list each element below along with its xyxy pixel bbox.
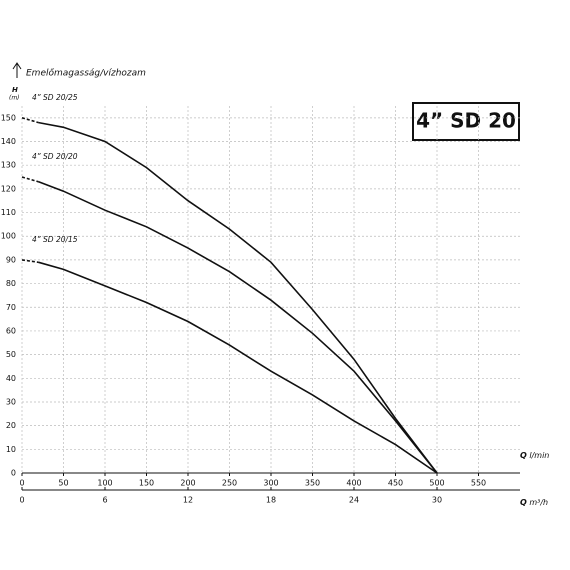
x2-tick-label: 6 [102,496,107,505]
x-tick-label: 250 [222,479,237,488]
x2-tick-label: 18 [266,496,276,505]
y-label: Emelőmagasság/vízhozam [26,69,146,79]
x2-symbol: Q [520,498,527,507]
x2-label: Q m³/h [520,498,548,507]
x2-tick-label: 0 [19,496,24,505]
x-tick-label: 350 [305,479,320,488]
series-label: 4” SD 20/25 [32,93,78,102]
y-tick-label: 100 [1,232,16,241]
y-tick-label: 0 [11,469,16,478]
y-tick-label: 150 [1,113,16,122]
y-tick-label: 30 [6,397,16,406]
y-tick-label: 130 [1,161,16,170]
x-tick-label: 450 [388,479,403,488]
x-tick-label: 100 [97,479,112,488]
y-tick-label: 60 [6,326,16,335]
y-tick-label: 70 [6,303,16,312]
y-tick-label: 90 [6,255,16,264]
y-tick-label: 140 [1,137,16,146]
x-tick-label: 500 [429,479,444,488]
y-tick-label: 50 [6,350,16,359]
curve [38,181,438,474]
curve-dashed [21,259,39,264]
y-tick-label: 10 [6,445,16,454]
x-tick-label: 200 [180,479,195,488]
x-tick-label: 50 [58,479,68,488]
series-label: 4” SD 20/15 [32,235,78,244]
chart-title: 4” SD 20 [416,109,516,133]
x-unit: l/min [529,451,549,460]
y-tick-label: 120 [1,184,16,193]
title-box: 4” SD 20 [412,102,520,141]
series-label: 4” SD 20/20 [32,152,78,161]
x2-tick-label: 12 [183,496,193,505]
x-tick-label: 150 [139,479,154,488]
y-arrowhead [12,62,22,70]
x-tick-label: 0 [19,479,24,488]
curve-dashed [21,176,39,183]
y-tick-label: 110 [1,208,16,217]
y-symbol: H [12,86,18,94]
curve [38,261,438,474]
x-tick-label: 300 [263,479,278,488]
curve [38,121,438,474]
y-unit: (m) [9,95,20,102]
curve-dashed [21,117,39,124]
x-tick-label: 550 [471,479,486,488]
y-tick-label: 20 [6,421,16,430]
x2-tick-label: 30 [432,496,442,505]
x-tick-label: 400 [346,479,361,488]
x2-tick-label: 24 [349,496,359,505]
x-label: Q l/min [520,451,549,460]
x2-unit: m³/h [529,498,548,507]
x-symbol: Q [520,451,527,460]
title-frame [412,102,520,141]
y-tick-label: 80 [6,279,16,288]
y-tick-label: 40 [6,374,16,383]
